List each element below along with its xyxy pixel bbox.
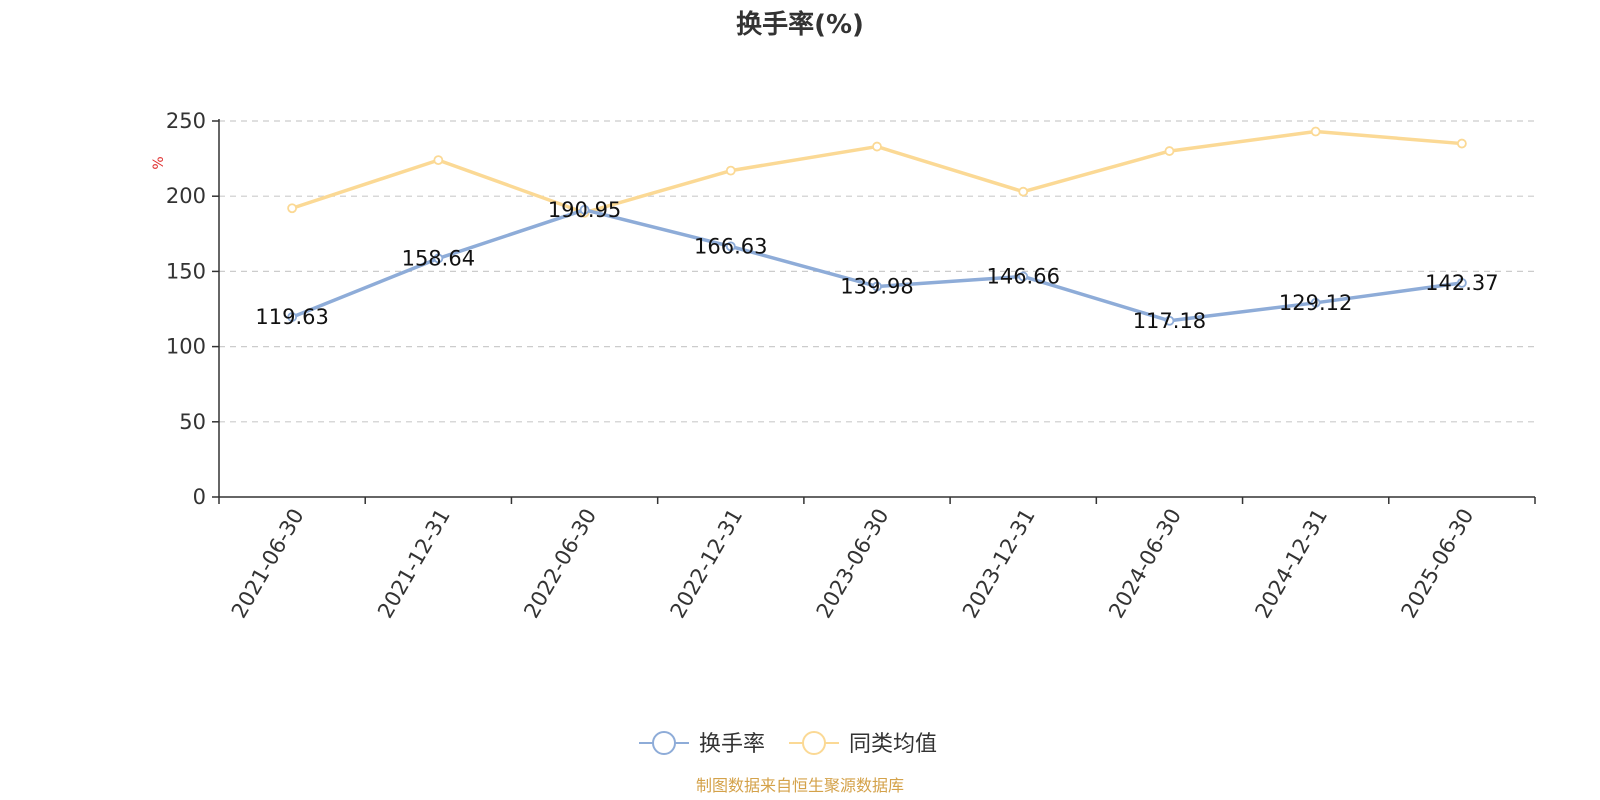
x-tick-label: 2025-06-30 xyxy=(1397,505,1479,623)
data-point-0[interactable] xyxy=(287,312,298,322)
x-tick-label: 2021-12-31 xyxy=(373,505,455,623)
x-tick-label: 2024-12-31 xyxy=(1250,505,1332,623)
data-label: 117.18 xyxy=(1133,309,1206,333)
legend[interactable]: 换手率 同类均值 xyxy=(639,731,937,757)
data-label: 166.63 xyxy=(694,234,767,258)
chart-title: 换手率(%) xyxy=(736,9,864,40)
data-labels: 119.63 158.64 190.95 166.63 139.98 146.66 117.… xyxy=(255,198,1498,333)
y-axis-unit-label: % xyxy=(151,156,167,169)
data-point-0[interactable] xyxy=(725,241,736,252)
data-point-0[interactable] xyxy=(433,253,444,264)
axes: 0 50 100 150 200 250 2021-06-30 2021-12-31 2022-… xyxy=(166,109,1536,623)
data-label: 146.66 xyxy=(986,264,1059,288)
legend-item-0[interactable]: 换手率 xyxy=(639,731,765,757)
x-tick-label: 2022-12-31 xyxy=(665,505,747,623)
data-point-1[interactable] xyxy=(287,203,298,214)
y-tick-label: 200 xyxy=(166,184,206,208)
data-point-0[interactable] xyxy=(872,281,882,292)
data-label: 139.98 xyxy=(840,274,913,298)
data-label: 190.95 xyxy=(548,198,621,222)
legend-marker xyxy=(652,731,676,755)
series-lines xyxy=(287,126,1467,326)
x-tick-label: 2024-06-30 xyxy=(1104,505,1186,623)
legend-marker xyxy=(802,731,826,755)
data-point-1[interactable] xyxy=(433,155,444,166)
data-point-0[interactable] xyxy=(1018,271,1029,282)
data-point-1[interactable] xyxy=(1310,126,1321,137)
data-point-1[interactable] xyxy=(1456,138,1467,149)
legend-item-1[interactable]: 同类均值 xyxy=(789,731,937,757)
y-tick-label: 0 xyxy=(193,485,206,509)
data-label: 142.37 xyxy=(1425,271,1498,295)
data-point-1[interactable] xyxy=(725,165,736,176)
x-tick-label: 2022-06-30 xyxy=(519,505,601,623)
legend-label: 换手率 xyxy=(699,732,765,757)
y-tick-label: 50 xyxy=(179,410,206,434)
data-point-0[interactable] xyxy=(1310,297,1321,308)
x-tick-label: 2023-12-31 xyxy=(958,505,1040,623)
data-label: 119.63 xyxy=(255,305,328,329)
legend-label: 同类均值 xyxy=(849,732,937,757)
y-tick-label: 150 xyxy=(166,259,206,283)
data-point-1[interactable] xyxy=(1164,146,1175,156)
data-point-1[interactable] xyxy=(1018,186,1029,197)
data-point-1[interactable] xyxy=(872,141,882,152)
y-tick-label: 100 xyxy=(166,335,206,359)
x-tick-label: 2021-06-30 xyxy=(227,505,309,623)
data-label: 158.64 xyxy=(402,246,475,270)
data-point-0[interactable] xyxy=(579,204,590,215)
data-label: 129.12 xyxy=(1279,291,1352,315)
data-point-0[interactable] xyxy=(1456,277,1467,288)
y-tick-label: 250 xyxy=(166,109,206,133)
data-point-0[interactable] xyxy=(1164,315,1175,326)
x-tick-label: 2023-06-30 xyxy=(812,505,894,623)
source-note: 制图数据来自恒生聚源数据库 xyxy=(696,776,904,795)
